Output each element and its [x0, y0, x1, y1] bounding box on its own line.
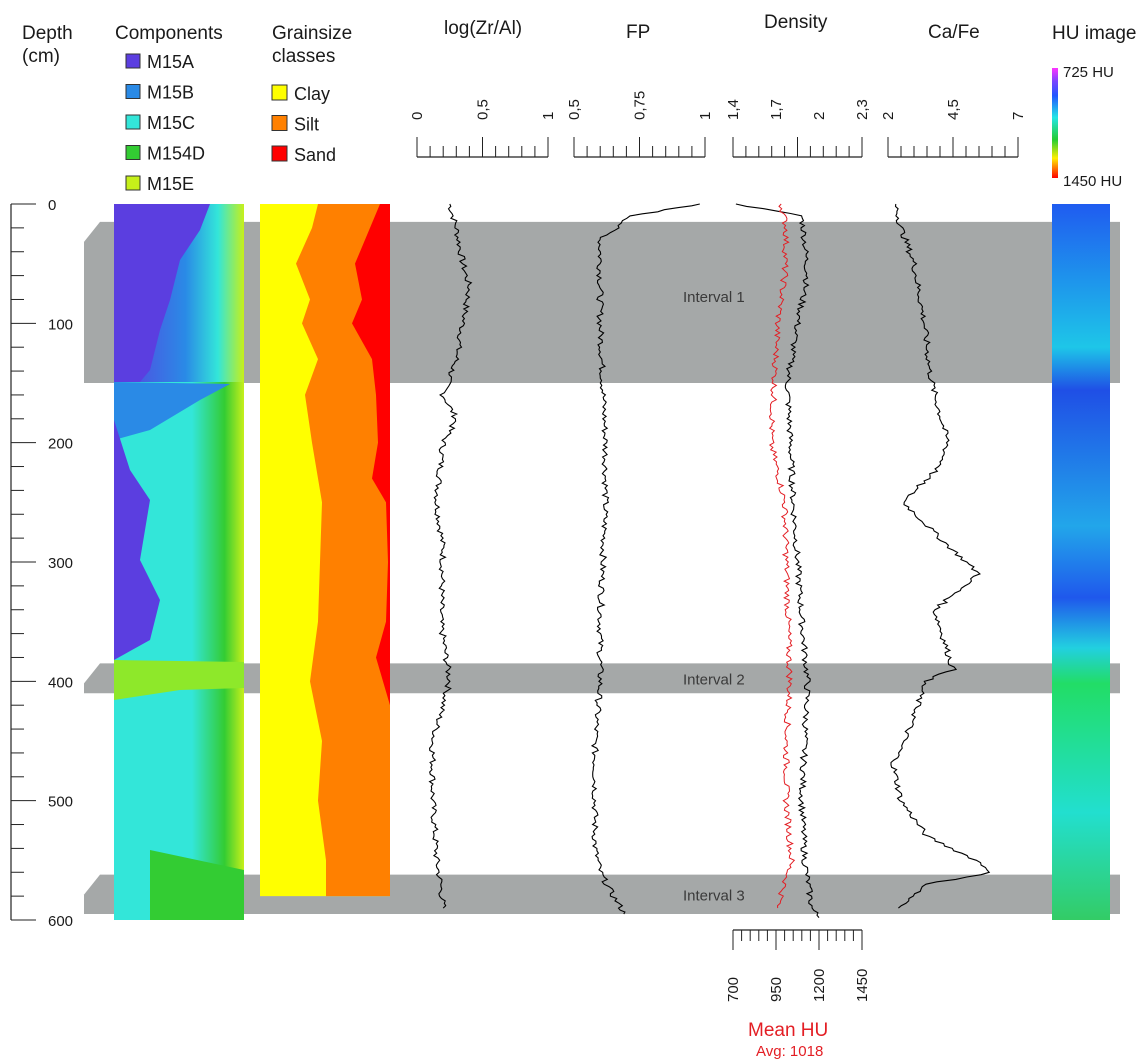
top-axis-tick-label: 2,3: [854, 99, 871, 120]
header-density: Density: [764, 12, 828, 33]
top-axis-tick-label: 2: [811, 112, 828, 120]
top-axis-tick-label: 1: [697, 112, 714, 120]
mean-hu-axis: 700 950 1200 1450: [725, 929, 871, 1002]
legend-label-m15e: M15E: [147, 174, 194, 194]
series-log-zr-al-: [428, 203, 473, 909]
top-axes: 0 0,5 1 0,5 0,75 1 1,4 1,7 2 2,3 2 4,5 7: [409, 91, 1027, 158]
series-fp: [590, 203, 700, 915]
legend-swatch-sand: [271, 145, 288, 162]
interval-label-2: Interval 2: [683, 671, 745, 688]
top-axis-tick-label: 2: [880, 112, 897, 120]
legend-label-m15a: M15A: [147, 52, 194, 72]
mean-hu-tick-label: 1450: [854, 969, 871, 1002]
legend-swatch-clay: [271, 84, 288, 101]
header-depth-unit: (cm): [22, 46, 60, 67]
header-fp: FP: [626, 22, 650, 43]
depth-tick-label: 100: [48, 316, 73, 333]
hu-color-scale: [1052, 68, 1058, 178]
depth-tick-label: 400: [48, 674, 73, 691]
top-axis-tick-label: 0,75: [632, 91, 649, 120]
interval-label-1: Interval 1: [683, 289, 745, 306]
header-grainsize-classes: classes: [272, 46, 335, 67]
legend-label-m15b: M15B: [147, 83, 194, 103]
top-axis-tick-label: 0: [409, 112, 426, 120]
header-components: Components: [115, 23, 223, 44]
top-axis-tick-label: 0,5: [566, 99, 583, 120]
depth-tick-label: 200: [48, 436, 73, 453]
silt-area: [296, 204, 390, 897]
hu-image-column: [1052, 204, 1110, 920]
legend-swatch-m154d: [125, 145, 141, 160]
mean-hu-avg: Avg: 1018: [756, 1043, 823, 1060]
top-axis-tick-label: 1: [540, 112, 557, 120]
header-depth: Depth: [22, 23, 73, 44]
series-ca-fe: [890, 203, 991, 909]
legend-label-m15c: M15C: [147, 113, 195, 133]
header-cafe: Ca/Fe: [928, 22, 980, 43]
sand-area: [352, 204, 390, 897]
legend-label-m154d: M154D: [147, 144, 205, 164]
components-column: [114, 204, 244, 920]
header-grainsize: Grainsize: [272, 23, 352, 44]
legend-label-silt: Silt: [294, 115, 319, 135]
mean-hu-tick-label: 1200: [811, 969, 828, 1002]
legend-label-clay: Clay: [294, 84, 330, 104]
depth-tick-label: 0: [48, 197, 56, 214]
legend-swatch-silt: [271, 115, 288, 131]
legend-swatch-m15c: [125, 114, 141, 130]
depth-tick-label: 600: [48, 913, 73, 930]
legend-swatch-m15a: [125, 53, 141, 69]
hu-scale-top: 725 HU: [1063, 64, 1114, 81]
mean-hu-tick-label: 950: [768, 977, 785, 1002]
top-axis-tick-label: 0,5: [475, 99, 492, 120]
series-mean-hu: [768, 203, 796, 909]
data-curves: [428, 203, 991, 918]
depth-axis: 0 100 200 300 400 500 600: [10, 197, 73, 930]
grainsize-legend: Clay Silt Sand: [271, 84, 336, 165]
series-density: [735, 203, 820, 918]
legend-swatch-m15b: [125, 84, 141, 99]
depth-tick-label: 300: [48, 555, 73, 572]
components-legend: M15A M15B M15C M154D M15E: [125, 52, 205, 194]
hu-scale-bottom: 1450 HU: [1063, 173, 1122, 190]
legend-swatch-m15e: [125, 175, 141, 191]
top-axis-tick-label: 1,4: [725, 99, 742, 120]
grainsize-column: [260, 204, 390, 897]
legend-label-sand: Sand: [294, 145, 336, 165]
top-axis-tick-label: 1,7: [768, 99, 785, 120]
top-axis-tick-label: 4,5: [945, 99, 962, 120]
interval-labels: Interval 1 Interval 2 Interval 3: [683, 289, 745, 904]
header-hu-image: HU image: [1052, 23, 1136, 44]
mean-hu-tick-label: 700: [725, 977, 742, 1002]
header-zral: log(Zr/Al): [444, 18, 522, 39]
top-axis-tick-label: 7: [1010, 112, 1027, 120]
interval-label-3: Interval 3: [683, 887, 745, 904]
mean-hu-label: Mean HU: [748, 1020, 828, 1041]
depth-tick-label: 500: [48, 794, 73, 811]
